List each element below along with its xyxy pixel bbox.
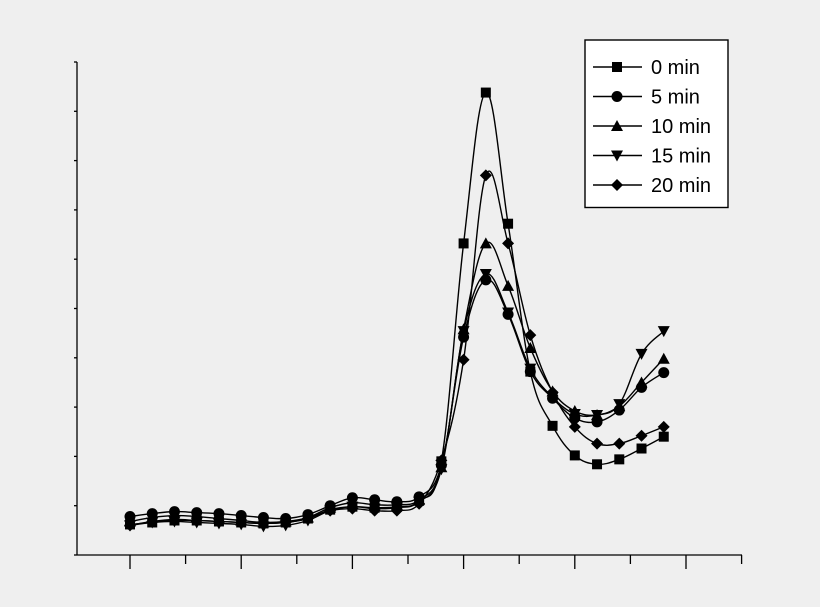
data-point (658, 431, 669, 442)
data-point (635, 348, 648, 360)
data-point (324, 504, 337, 517)
legend-entry: 20 min (593, 175, 711, 197)
data-point (502, 307, 515, 319)
axes (74, 61, 743, 569)
data-point (124, 519, 136, 532)
series-15-min (124, 268, 670, 533)
legend-label: 20 min (651, 175, 711, 197)
data-point (346, 502, 359, 515)
series-line (129, 170, 665, 527)
data-point (657, 352, 670, 364)
data-point (257, 517, 270, 530)
data-point (657, 326, 670, 338)
data-point (457, 353, 470, 366)
legend-marker (612, 62, 622, 72)
data-point (235, 516, 248, 529)
legend-entry: 15 min (593, 146, 711, 168)
series-line (129, 241, 665, 524)
data-point (301, 512, 314, 525)
legend-label: 10 min (651, 116, 711, 138)
data-point (458, 238, 469, 249)
data-point (613, 399, 626, 411)
legend-marker (611, 150, 623, 162)
data-point (212, 515, 225, 528)
data-point (435, 464, 448, 476)
series-20-min (124, 169, 670, 532)
series-10-min (124, 237, 670, 528)
series-line (129, 278, 665, 520)
legend-label: 5 min (651, 87, 700, 109)
data-point (479, 268, 492, 280)
data-point (279, 516, 292, 529)
data-point (591, 437, 604, 450)
data-point (635, 429, 648, 442)
data-point (480, 87, 491, 98)
data-point (368, 504, 381, 517)
data-point (614, 454, 625, 465)
legend-marker (611, 91, 623, 102)
data-point (636, 443, 647, 454)
data-point (613, 437, 626, 450)
legend: 0 min 5 min 10 min 15 min 20 min (584, 39, 729, 209)
data-point (569, 450, 580, 461)
legend-entry: 5 min (593, 87, 700, 109)
data-point (635, 376, 648, 388)
data-point (592, 459, 603, 470)
data-point (435, 454, 448, 467)
data-point (524, 341, 537, 353)
series-5-min (124, 274, 670, 525)
data-point (190, 514, 203, 527)
data-point (568, 409, 581, 421)
data-point (658, 367, 670, 379)
data-point (146, 515, 159, 528)
legend-label: 15 min (651, 146, 711, 168)
data-point (479, 237, 492, 249)
data-point (457, 326, 470, 338)
data-point (502, 279, 515, 291)
series-line (129, 273, 665, 528)
data-point (591, 409, 604, 421)
data-point (547, 420, 558, 431)
data-point (524, 329, 537, 342)
legend-box (584, 39, 729, 209)
data-point (502, 237, 515, 250)
data-point (390, 504, 403, 517)
legend-entry: 10 min (593, 116, 711, 138)
data-point (568, 420, 581, 433)
data-point (479, 169, 492, 182)
series-layer (124, 87, 670, 533)
series-line (129, 91, 665, 526)
data-point (168, 513, 181, 526)
data-point (657, 420, 670, 433)
legend-marker (611, 179, 623, 191)
legend-marker (611, 120, 623, 131)
legend-label: 0 min (651, 57, 700, 79)
data-point (546, 386, 559, 399)
legend-entry: 0 min (593, 57, 700, 79)
data-point (503, 218, 514, 229)
data-point (524, 363, 537, 375)
data-point (413, 497, 426, 510)
